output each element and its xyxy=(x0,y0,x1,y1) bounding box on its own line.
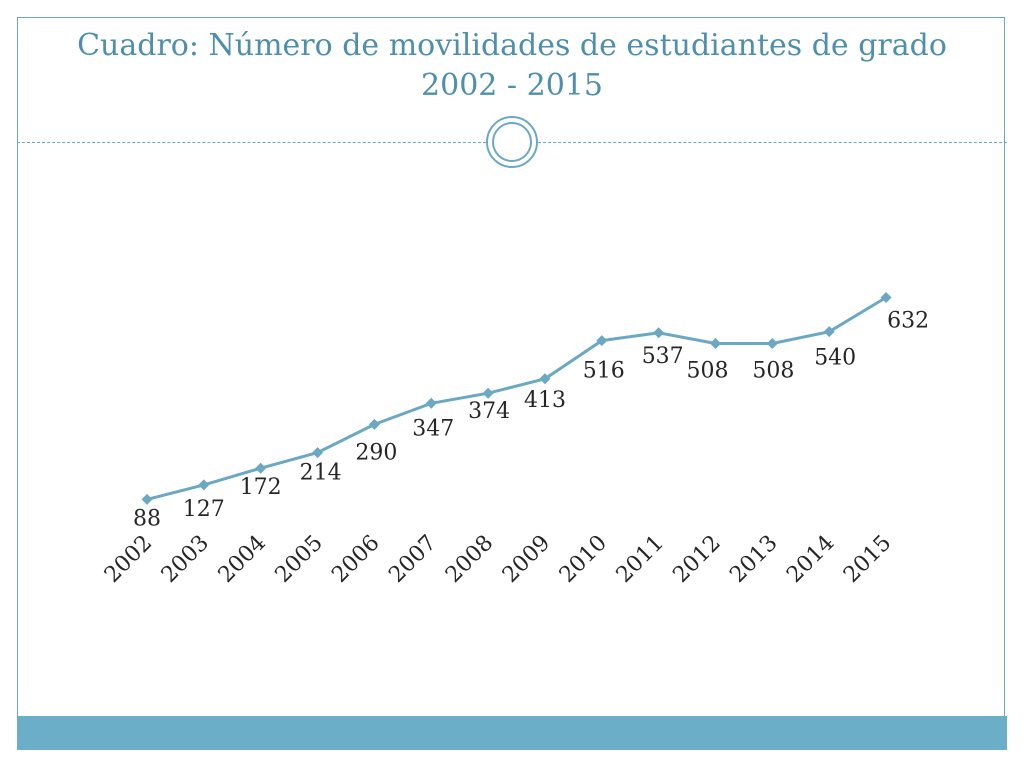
x-tick-label: 2008 xyxy=(441,531,498,588)
x-tick-label: 2007 xyxy=(384,531,441,588)
data-label: 374 xyxy=(468,399,510,424)
x-tick-label: 2003 xyxy=(157,531,214,588)
data-point-marker xyxy=(312,447,324,459)
data-point-marker xyxy=(653,327,665,339)
data-point-marker xyxy=(141,493,153,505)
x-tick-label: 2013 xyxy=(725,531,782,588)
data-point-marker xyxy=(368,418,380,430)
data-point-marker xyxy=(710,338,721,350)
x-tick-label: 2002 xyxy=(100,531,157,588)
x-tick-label: 2014 xyxy=(782,531,839,588)
data-label: 214 xyxy=(300,461,342,486)
circle-ornament-icon xyxy=(486,116,538,168)
data-point-marker xyxy=(596,335,608,347)
series-line xyxy=(146,296,887,501)
x-tick-label: 2012 xyxy=(668,531,725,588)
x-tick-label: 2009 xyxy=(498,531,555,588)
slide-title-line2: 2002 - 2015 xyxy=(421,68,603,103)
data-label: 516 xyxy=(583,359,625,384)
data-point-marker xyxy=(425,397,437,409)
x-tick-label: 2015 xyxy=(839,531,896,588)
x-tick-label: 2006 xyxy=(327,531,384,588)
data-point-marker xyxy=(766,338,778,350)
data-point-marker xyxy=(539,373,551,385)
data-label: 127 xyxy=(183,497,225,522)
data-label: 347 xyxy=(412,416,454,441)
slide-title-line1: Cuadro: Número de movilidades de estudia… xyxy=(77,28,947,63)
footer-bar xyxy=(17,716,1007,750)
data-label: 508 xyxy=(687,359,729,384)
x-tick-label: 2011 xyxy=(612,531,669,588)
data-point-marker xyxy=(198,479,210,491)
slide-title: Cuadro: Número de movilidades de estudia… xyxy=(17,26,1007,106)
x-tick-label: 2010 xyxy=(555,531,612,588)
data-label: 537 xyxy=(642,344,684,369)
data-point-marker xyxy=(823,326,835,338)
data-label: 290 xyxy=(355,440,397,465)
data-label: 413 xyxy=(524,388,566,413)
data-label: 540 xyxy=(814,346,856,371)
data-label: 172 xyxy=(240,475,282,500)
data-point-marker xyxy=(880,292,892,304)
data-point-marker xyxy=(482,387,494,399)
data-label: 508 xyxy=(752,359,794,384)
data-label: 88 xyxy=(133,506,161,531)
data-label: 632 xyxy=(887,309,929,334)
data-point-marker xyxy=(255,462,267,474)
x-tick-label: 2005 xyxy=(271,531,328,588)
x-tick-label: 2004 xyxy=(214,531,271,588)
